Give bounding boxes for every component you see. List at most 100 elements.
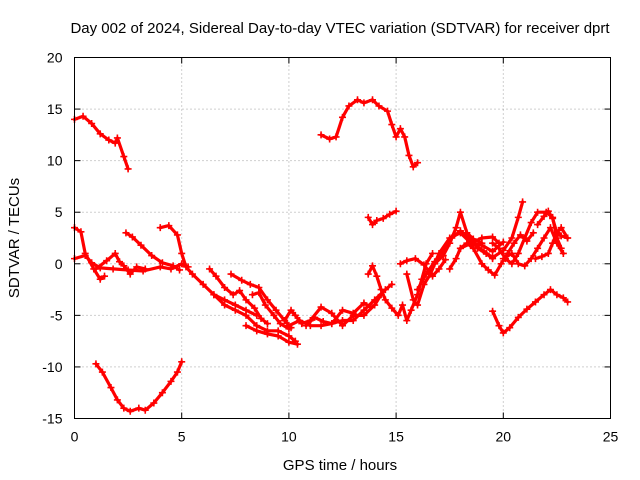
data-point [169, 262, 177, 270]
series-arc-k [242, 322, 301, 348]
series-arc-a [71, 112, 132, 173]
data-point [285, 338, 293, 346]
data-point [534, 208, 542, 216]
data-point [332, 133, 340, 141]
data-point [546, 286, 554, 294]
data-point [354, 96, 362, 104]
data-point [339, 113, 346, 121]
series-arc-u [431, 208, 486, 268]
data-point [276, 320, 284, 328]
data-point [394, 311, 402, 319]
data-point [246, 280, 254, 288]
data-point [489, 307, 497, 315]
data-point [98, 368, 106, 376]
data-point [534, 221, 542, 229]
plot-area [71, 96, 572, 415]
data-point [96, 130, 104, 138]
data-point [373, 216, 381, 224]
data-point [484, 266, 492, 274]
y-tick-labels: -15 -10 -5 0 5 10 15 20 [42, 50, 62, 427]
data-point [497, 260, 505, 268]
data-point [396, 260, 404, 268]
data-point [559, 249, 567, 257]
series-arc-f [156, 222, 261, 319]
data-point [326, 135, 334, 143]
data-point [369, 96, 377, 104]
y-tick-label: 20 [47, 50, 63, 66]
data-point [165, 222, 173, 230]
x-tick-label: 15 [388, 429, 404, 445]
series-line [319, 98, 420, 169]
data-point [495, 244, 503, 252]
x-tick-labels: 0 5 10 15 20 25 [71, 429, 619, 445]
y-tick-label: 0 [55, 256, 63, 272]
data-point [495, 322, 503, 330]
data-point [508, 234, 516, 242]
series-arc-ac [489, 286, 572, 337]
series-line [94, 360, 184, 413]
data-point [328, 320, 336, 328]
data-point [311, 313, 319, 321]
data-point [257, 314, 265, 322]
data-point [546, 224, 554, 232]
data-point [373, 272, 381, 280]
data-point [403, 257, 411, 265]
y-tick-label: 15 [47, 101, 63, 117]
data-point [399, 301, 407, 309]
data-point [242, 311, 250, 319]
data-point [379, 214, 387, 222]
series-arc-o [317, 96, 422, 171]
data-point [407, 306, 415, 314]
data-point [176, 266, 184, 274]
data-point [317, 131, 325, 139]
series-arc-e [122, 229, 184, 274]
x-axis-label: GPS time / hours [283, 457, 397, 474]
data-point [369, 262, 377, 270]
data-point [272, 306, 280, 314]
data-point [514, 260, 522, 268]
series-arc-s [403, 229, 507, 309]
y-tick-label: -10 [42, 359, 62, 375]
data-point [221, 301, 229, 309]
data-point [544, 207, 552, 215]
data-point [111, 139, 119, 147]
data-point [281, 317, 289, 325]
data-point [452, 224, 460, 232]
data-point [564, 234, 572, 242]
y-tick-label: -5 [50, 307, 63, 323]
data-point [105, 136, 113, 144]
data-point [549, 214, 557, 222]
data-point [508, 260, 516, 268]
data-point [384, 107, 392, 115]
series-arc-m [285, 280, 396, 330]
data-point [251, 304, 259, 312]
data-point [489, 239, 497, 247]
y-tick-label: 5 [55, 204, 63, 220]
data-point [463, 239, 471, 247]
data-point [456, 244, 464, 252]
data-point [420, 261, 428, 269]
series-arc-p [364, 207, 400, 229]
series-line [72, 226, 107, 281]
data-point [263, 296, 271, 304]
data-point [88, 259, 96, 267]
data-point [364, 270, 372, 278]
data-point [238, 276, 246, 284]
data-point [261, 301, 269, 309]
x-tick-label: 20 [496, 429, 512, 445]
data-point [287, 306, 295, 314]
x-tick-label: 25 [603, 429, 619, 445]
data-point [506, 324, 514, 332]
series-line [433, 210, 484, 266]
series-arc-z [499, 224, 567, 270]
series-arc-g [206, 265, 271, 328]
data-point [516, 231, 524, 239]
data-point [386, 210, 394, 218]
data-point [534, 244, 542, 252]
data-point [523, 305, 531, 313]
data-point [229, 291, 237, 299]
data-point [328, 309, 336, 317]
data-point [538, 253, 546, 261]
data-point [446, 239, 454, 247]
series-line [124, 231, 182, 272]
